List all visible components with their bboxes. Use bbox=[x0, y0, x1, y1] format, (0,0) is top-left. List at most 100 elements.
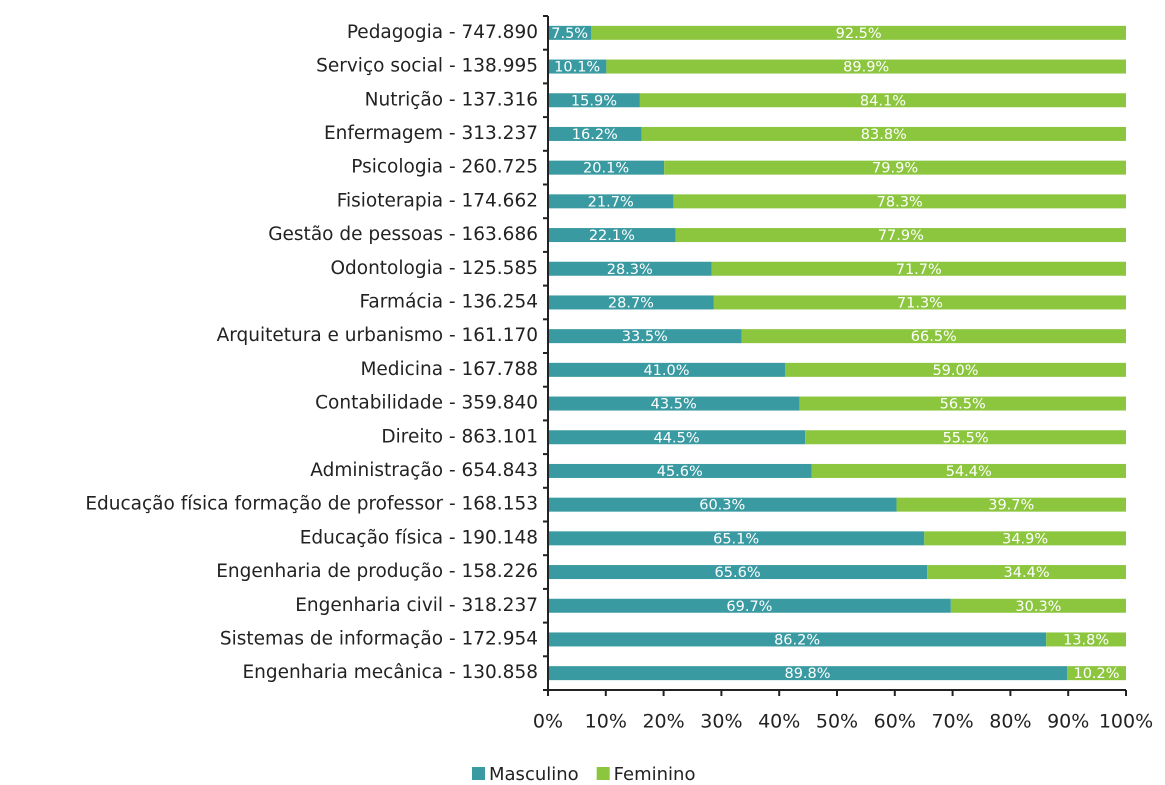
bar-segment bbox=[548, 93, 640, 108]
value-label: 78.3% bbox=[877, 194, 923, 210]
value-label: 28.3% bbox=[607, 262, 653, 278]
bar-segment bbox=[924, 531, 1126, 546]
category-label: Administração - 654.843 bbox=[310, 460, 538, 481]
bar-segment bbox=[741, 329, 1126, 344]
category-label: Serviço social - 138.995 bbox=[316, 56, 538, 77]
value-label: 71.7% bbox=[896, 262, 942, 278]
bar-segment bbox=[641, 126, 1126, 141]
category-label: Engenharia civil - 318.237 bbox=[295, 595, 538, 616]
x-tick-label: 80% bbox=[989, 711, 1031, 733]
bar-segment bbox=[591, 25, 1126, 40]
x-tick-label: 100% bbox=[1099, 711, 1153, 733]
x-tick-label: 50% bbox=[816, 711, 858, 733]
value-label: 54.4% bbox=[946, 464, 992, 480]
x-tick-label: 20% bbox=[642, 711, 684, 733]
bar-segment bbox=[548, 160, 665, 175]
category-label: Farmácia - 136.254 bbox=[359, 291, 538, 312]
x-tick-label: 0% bbox=[533, 711, 563, 733]
bar-segment bbox=[548, 194, 674, 209]
bar-segment bbox=[548, 126, 642, 141]
value-label: 10.1% bbox=[554, 60, 600, 76]
category-label: Fisioterapia - 174.662 bbox=[337, 190, 538, 211]
value-label: 66.5% bbox=[911, 329, 957, 345]
x-tick-label: 30% bbox=[700, 711, 742, 733]
value-label: 92.5% bbox=[836, 26, 882, 42]
value-label: 13.8% bbox=[1063, 632, 1109, 648]
bar-segment bbox=[548, 59, 607, 74]
bar-segment bbox=[799, 396, 1126, 411]
bar-segment bbox=[548, 463, 812, 478]
value-label: 39.7% bbox=[988, 498, 1034, 514]
value-label: 89.9% bbox=[843, 60, 889, 76]
value-label: 22.1% bbox=[589, 228, 635, 244]
value-label: 71.3% bbox=[897, 295, 943, 311]
category-label: Enfermagem - 313.237 bbox=[324, 123, 538, 144]
bar-segment bbox=[713, 295, 1126, 310]
bar-segment bbox=[548, 565, 928, 580]
value-label: 15.9% bbox=[571, 93, 617, 109]
value-label: 20.1% bbox=[583, 161, 629, 177]
value-label: 45.6% bbox=[657, 464, 703, 480]
bar-segment bbox=[548, 430, 806, 445]
bar-segment bbox=[950, 598, 1126, 613]
legend-label: Feminino bbox=[614, 764, 696, 785]
bar-segment bbox=[548, 632, 1047, 647]
bar-segment bbox=[548, 295, 714, 310]
bar-segment bbox=[548, 228, 676, 243]
bar-segment bbox=[548, 396, 800, 411]
value-label: 16.2% bbox=[572, 127, 618, 143]
value-label: 30.3% bbox=[1015, 599, 1061, 615]
category-label: Contabilidade - 359.840 bbox=[315, 393, 538, 414]
value-label: 10.2% bbox=[1073, 666, 1119, 682]
category-label: Arquitetura e urbanismo - 161.170 bbox=[217, 325, 538, 346]
category-label: Nutrição - 137.316 bbox=[365, 89, 538, 110]
value-label: 55.5% bbox=[943, 430, 989, 446]
value-label: 77.9% bbox=[878, 228, 924, 244]
value-label: 28.7% bbox=[608, 295, 654, 311]
category-label: Sistemas de informação - 172.954 bbox=[220, 628, 538, 649]
category-label: Odontologia - 125.585 bbox=[330, 258, 538, 279]
value-label: 34.4% bbox=[1004, 565, 1050, 581]
x-tick-label: 70% bbox=[931, 711, 973, 733]
x-tick-label: 60% bbox=[874, 711, 916, 733]
bar-segment bbox=[548, 666, 1068, 681]
category-label: Educação física formação de professor - … bbox=[85, 494, 538, 515]
value-label: 60.3% bbox=[699, 498, 745, 514]
category-label: Engenharia mecânica - 130.858 bbox=[242, 662, 538, 683]
bar-segment bbox=[1046, 632, 1126, 647]
bar-segment bbox=[805, 430, 1126, 445]
value-label: 84.1% bbox=[860, 93, 906, 109]
value-label: 34.9% bbox=[1002, 531, 1048, 547]
value-label: 89.8% bbox=[784, 666, 830, 682]
value-label: 86.2% bbox=[774, 632, 820, 648]
category-label: Medicina - 167.788 bbox=[360, 359, 538, 380]
bar-segment bbox=[664, 160, 1126, 175]
value-label: 59.0% bbox=[932, 363, 978, 379]
bar-segment bbox=[673, 194, 1126, 209]
value-label: 65.1% bbox=[713, 531, 759, 547]
category-label: Direito - 863.101 bbox=[381, 426, 538, 447]
bar-segment bbox=[548, 329, 742, 344]
value-label: 7.5% bbox=[551, 26, 588, 42]
category-label: Psicologia - 260.725 bbox=[351, 157, 538, 178]
value-label: 56.5% bbox=[940, 397, 986, 413]
bar-segment bbox=[784, 362, 1126, 377]
bar-segment bbox=[811, 463, 1126, 478]
bar-segment bbox=[639, 93, 1126, 108]
value-label: 41.0% bbox=[643, 363, 689, 379]
legend-label: Masculino bbox=[489, 764, 579, 785]
bar-segment bbox=[548, 25, 592, 40]
bar-segment bbox=[606, 59, 1126, 74]
bar-segment bbox=[1067, 666, 1126, 681]
value-label: 83.8% bbox=[861, 127, 907, 143]
x-tick-label: 40% bbox=[758, 711, 800, 733]
value-label: 65.6% bbox=[715, 565, 761, 581]
bar-segment bbox=[711, 261, 1126, 276]
value-label: 79.9% bbox=[872, 161, 918, 177]
value-label: 21.7% bbox=[588, 194, 634, 210]
bar-segment bbox=[548, 598, 951, 613]
value-label: 43.5% bbox=[651, 397, 697, 413]
bar-segment bbox=[548, 261, 712, 276]
legend-swatch bbox=[596, 767, 610, 780]
